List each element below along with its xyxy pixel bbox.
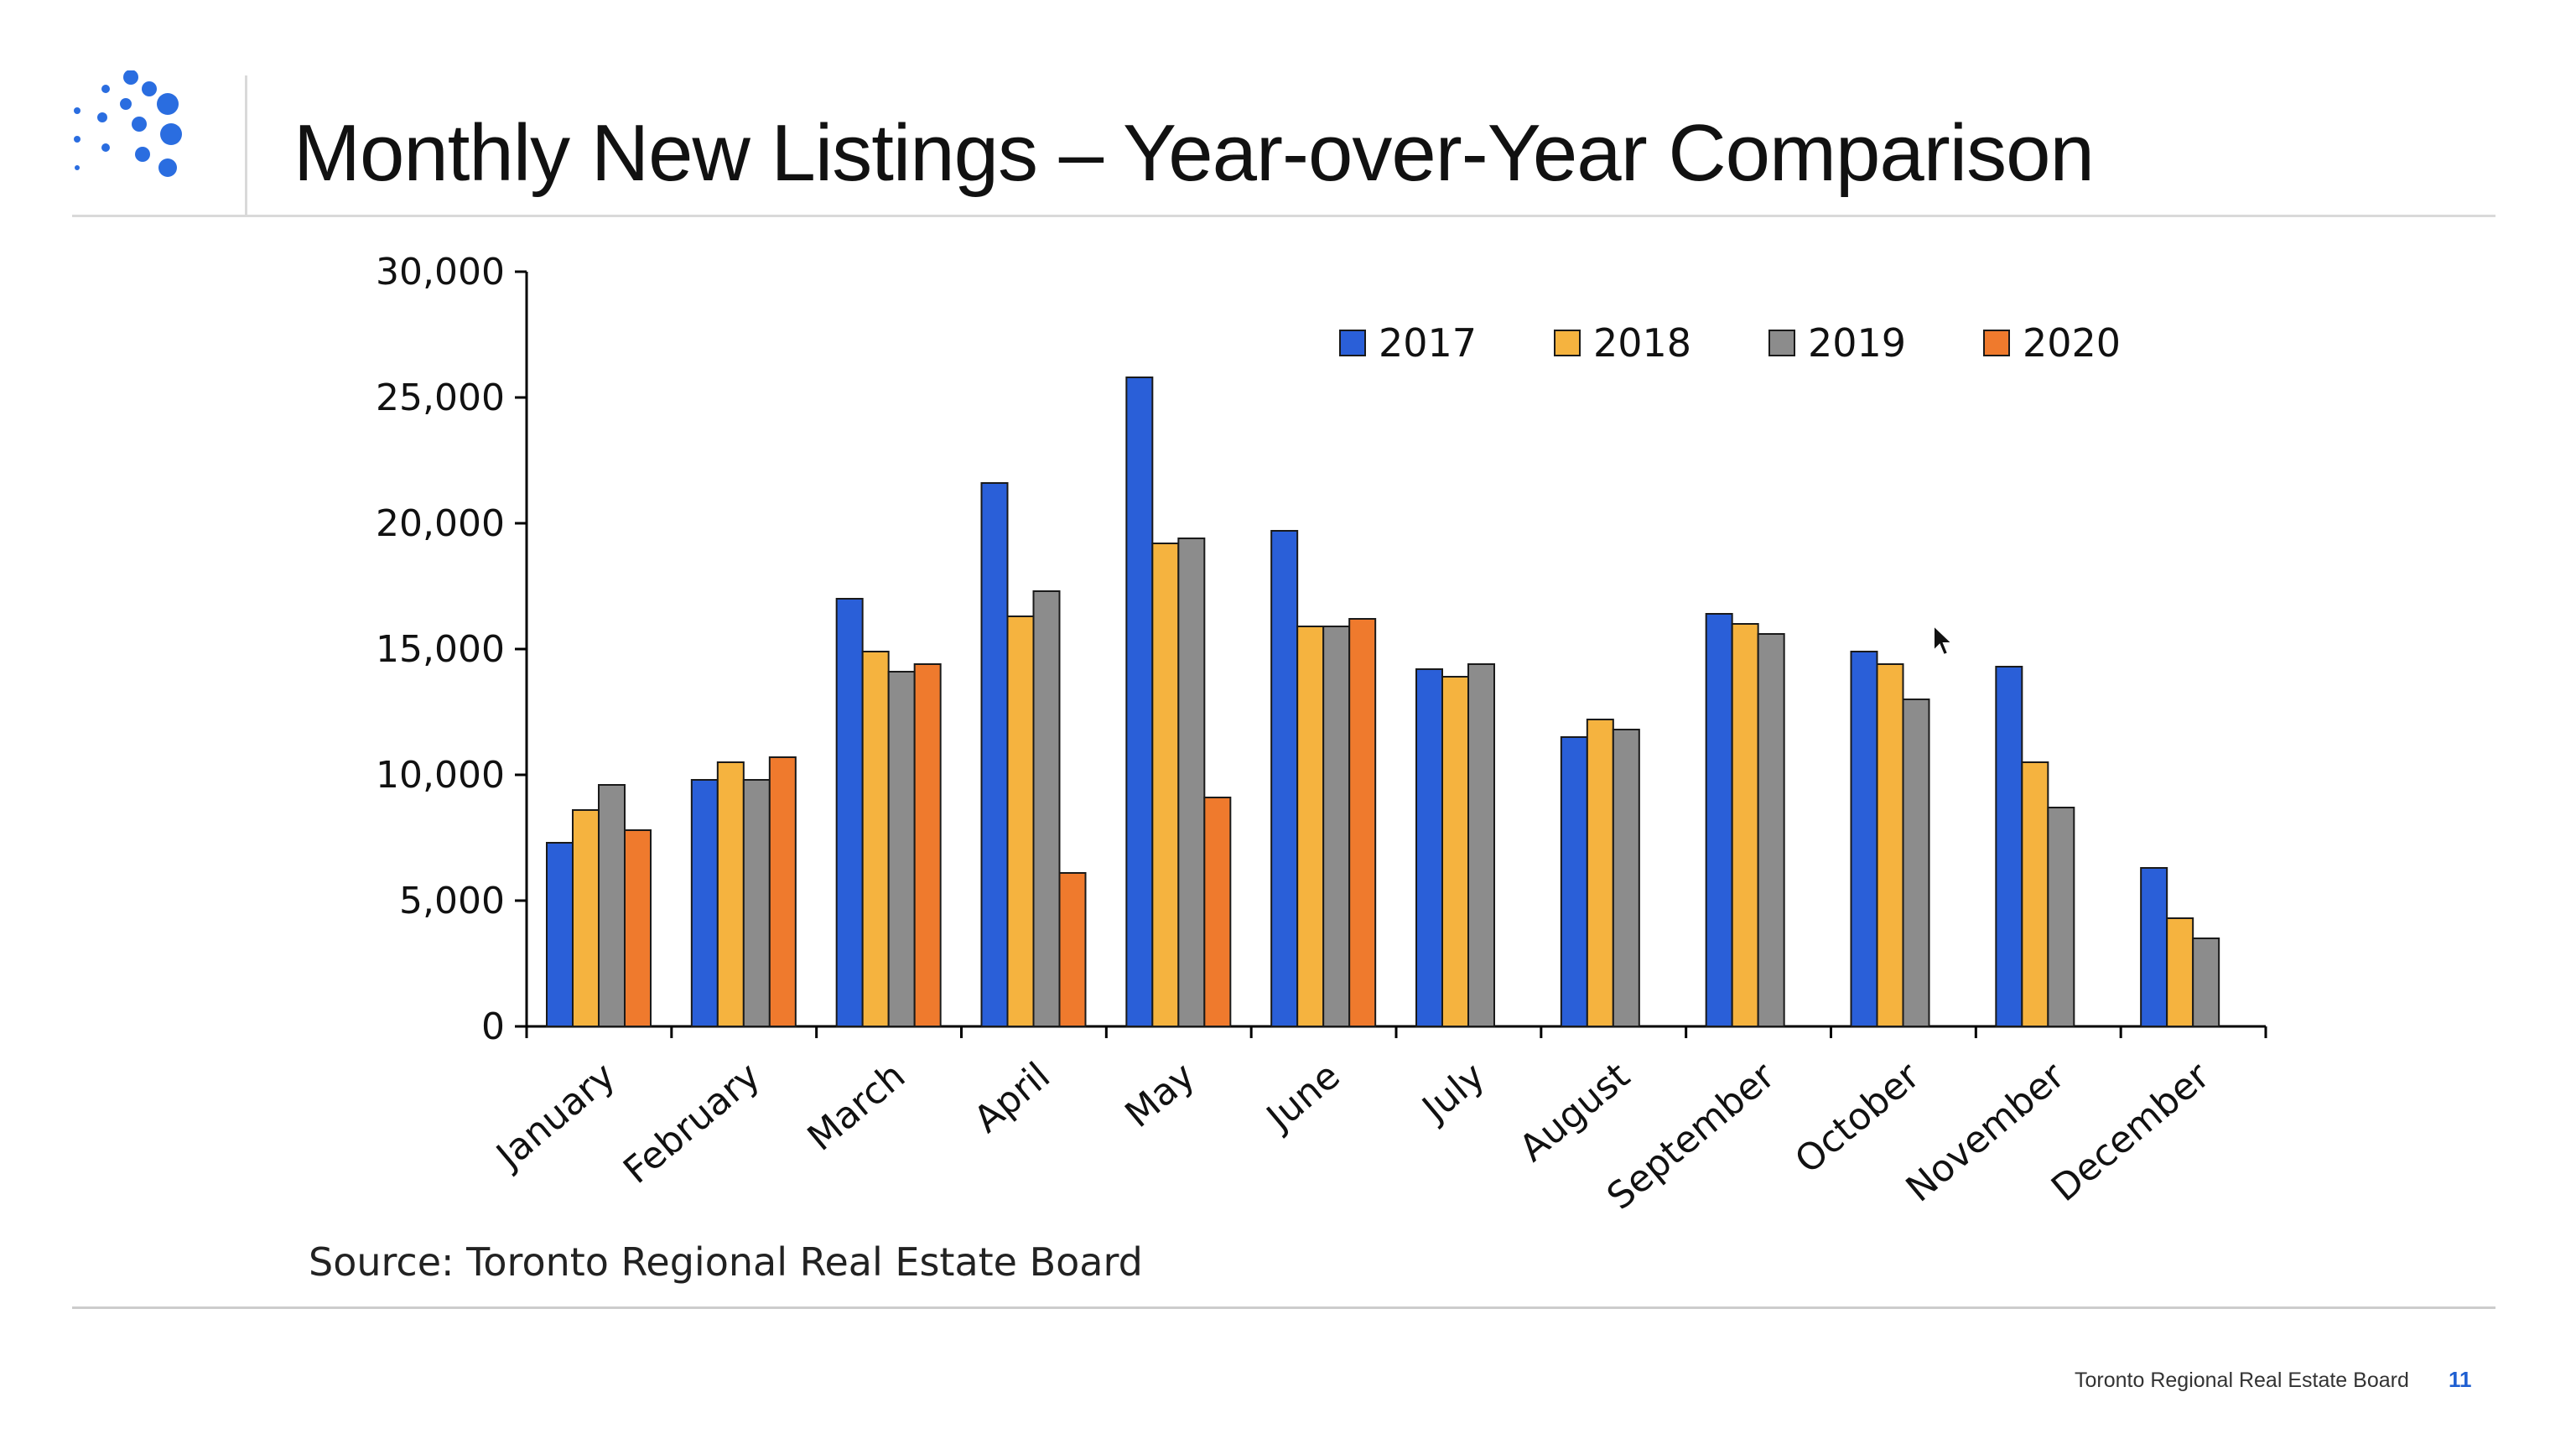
- x-tick-label: March: [800, 1054, 914, 1159]
- bar-2018-october: [1876, 663, 1904, 1027]
- x-tick-label: June: [1257, 1054, 1348, 1140]
- bar-2018-december: [2166, 917, 2194, 1027]
- bar-2017-september: [1705, 613, 1733, 1027]
- x-tick-label: November: [1898, 1054, 2074, 1211]
- bar-2019-august: [1612, 729, 1640, 1027]
- x-tick-label: October: [1787, 1054, 1928, 1182]
- bar-2019-january: [598, 784, 626, 1027]
- bar-2019-july: [1467, 663, 1495, 1027]
- bar-2020-june: [1348, 618, 1377, 1027]
- bar-2017-december: [2140, 867, 2168, 1027]
- legend-swatch-2018: [1554, 330, 1581, 356]
- bar-2017-august: [1560, 736, 1588, 1027]
- bar-2019-september: [1757, 633, 1785, 1027]
- legend-swatch-2017: [1339, 330, 1366, 356]
- bar-2019-march: [887, 671, 916, 1027]
- legend-swatch-2019: [1768, 330, 1795, 356]
- legend-label-2018: 2018: [1593, 320, 1691, 366]
- bar-2020-january: [624, 829, 652, 1027]
- bar-2017-october: [1850, 651, 1878, 1027]
- bar-2018-february: [716, 761, 745, 1027]
- bar-2019-april: [1032, 590, 1061, 1027]
- bar-2019-november: [2047, 807, 2075, 1027]
- x-tick-label: February: [615, 1054, 768, 1192]
- mouse-pointer-icon: [1933, 624, 1954, 657]
- bar-2017-june: [1270, 530, 1299, 1027]
- y-tick-label: 10,000: [376, 754, 505, 797]
- bar-2019-october: [1902, 699, 1930, 1027]
- bar-2018-august: [1586, 719, 1614, 1027]
- y-tick-label: 5,000: [399, 880, 505, 922]
- legend-label-2017: 2017: [1379, 320, 1477, 366]
- bar-2018-september: [1731, 623, 1759, 1027]
- bar-2019-february: [742, 779, 771, 1027]
- bar-2017-january: [546, 842, 574, 1027]
- x-tick-label: December: [2044, 1054, 2218, 1210]
- x-tick-label: April: [966, 1054, 1058, 1141]
- bar-2019-june: [1322, 626, 1351, 1027]
- bar-2020-march: [913, 663, 942, 1027]
- legend-swatch-2020: [1983, 330, 2010, 356]
- footer-rule: [72, 1306, 2496, 1309]
- y-tick-label: 25,000: [376, 377, 505, 419]
- bar-2018-may: [1151, 543, 1180, 1027]
- y-tick-label: 0: [481, 1005, 505, 1048]
- x-tick-label: May: [1117, 1054, 1202, 1136]
- header-rule: [72, 215, 2496, 217]
- y-tick-label: 20,000: [376, 502, 505, 545]
- legend-label-2019: 2019: [1808, 320, 1906, 366]
- bar-2018-march: [861, 651, 890, 1027]
- bar-2020-may: [1203, 797, 1232, 1027]
- bar-2017-february: [690, 779, 719, 1027]
- x-tick-label: July: [1413, 1054, 1493, 1131]
- bar-2018-january: [572, 809, 600, 1027]
- bar-2017-july: [1415, 668, 1443, 1027]
- legend-label-2020: 2020: [2023, 320, 2121, 366]
- header-divider: [245, 75, 247, 215]
- bar-2018-november: [2021, 761, 2049, 1027]
- bar-2019-december: [2192, 938, 2220, 1027]
- bar-2018-april: [1006, 616, 1035, 1027]
- footer-organization: Toronto Regional Real Estate Board: [2075, 1369, 2409, 1392]
- x-tick-label: August: [1512, 1054, 1639, 1170]
- page-number: 11: [2449, 1367, 2472, 1392]
- y-tick-label: 30,000: [376, 251, 505, 293]
- bar-2019-may: [1177, 538, 1206, 1027]
- bar-2020-february: [768, 756, 797, 1027]
- bar-2017-march: [835, 598, 864, 1027]
- bar-2018-june: [1296, 626, 1325, 1027]
- dotted-sphere-logo-icon: [74, 70, 182, 177]
- bar-2018-july: [1441, 676, 1469, 1027]
- x-tick-label: January: [487, 1054, 624, 1178]
- bar-2017-april: [980, 482, 1009, 1027]
- page-title: Monthly New Listings – Year-over-Year Co…: [293, 108, 2095, 198]
- bar-2017-may: [1125, 377, 1154, 1027]
- source-note: Source: Toronto Regional Real Estate Boa…: [309, 1239, 1143, 1285]
- bar-2020-april: [1058, 872, 1087, 1027]
- y-tick-label: 15,000: [376, 628, 505, 671]
- bar-2017-november: [1995, 666, 2023, 1027]
